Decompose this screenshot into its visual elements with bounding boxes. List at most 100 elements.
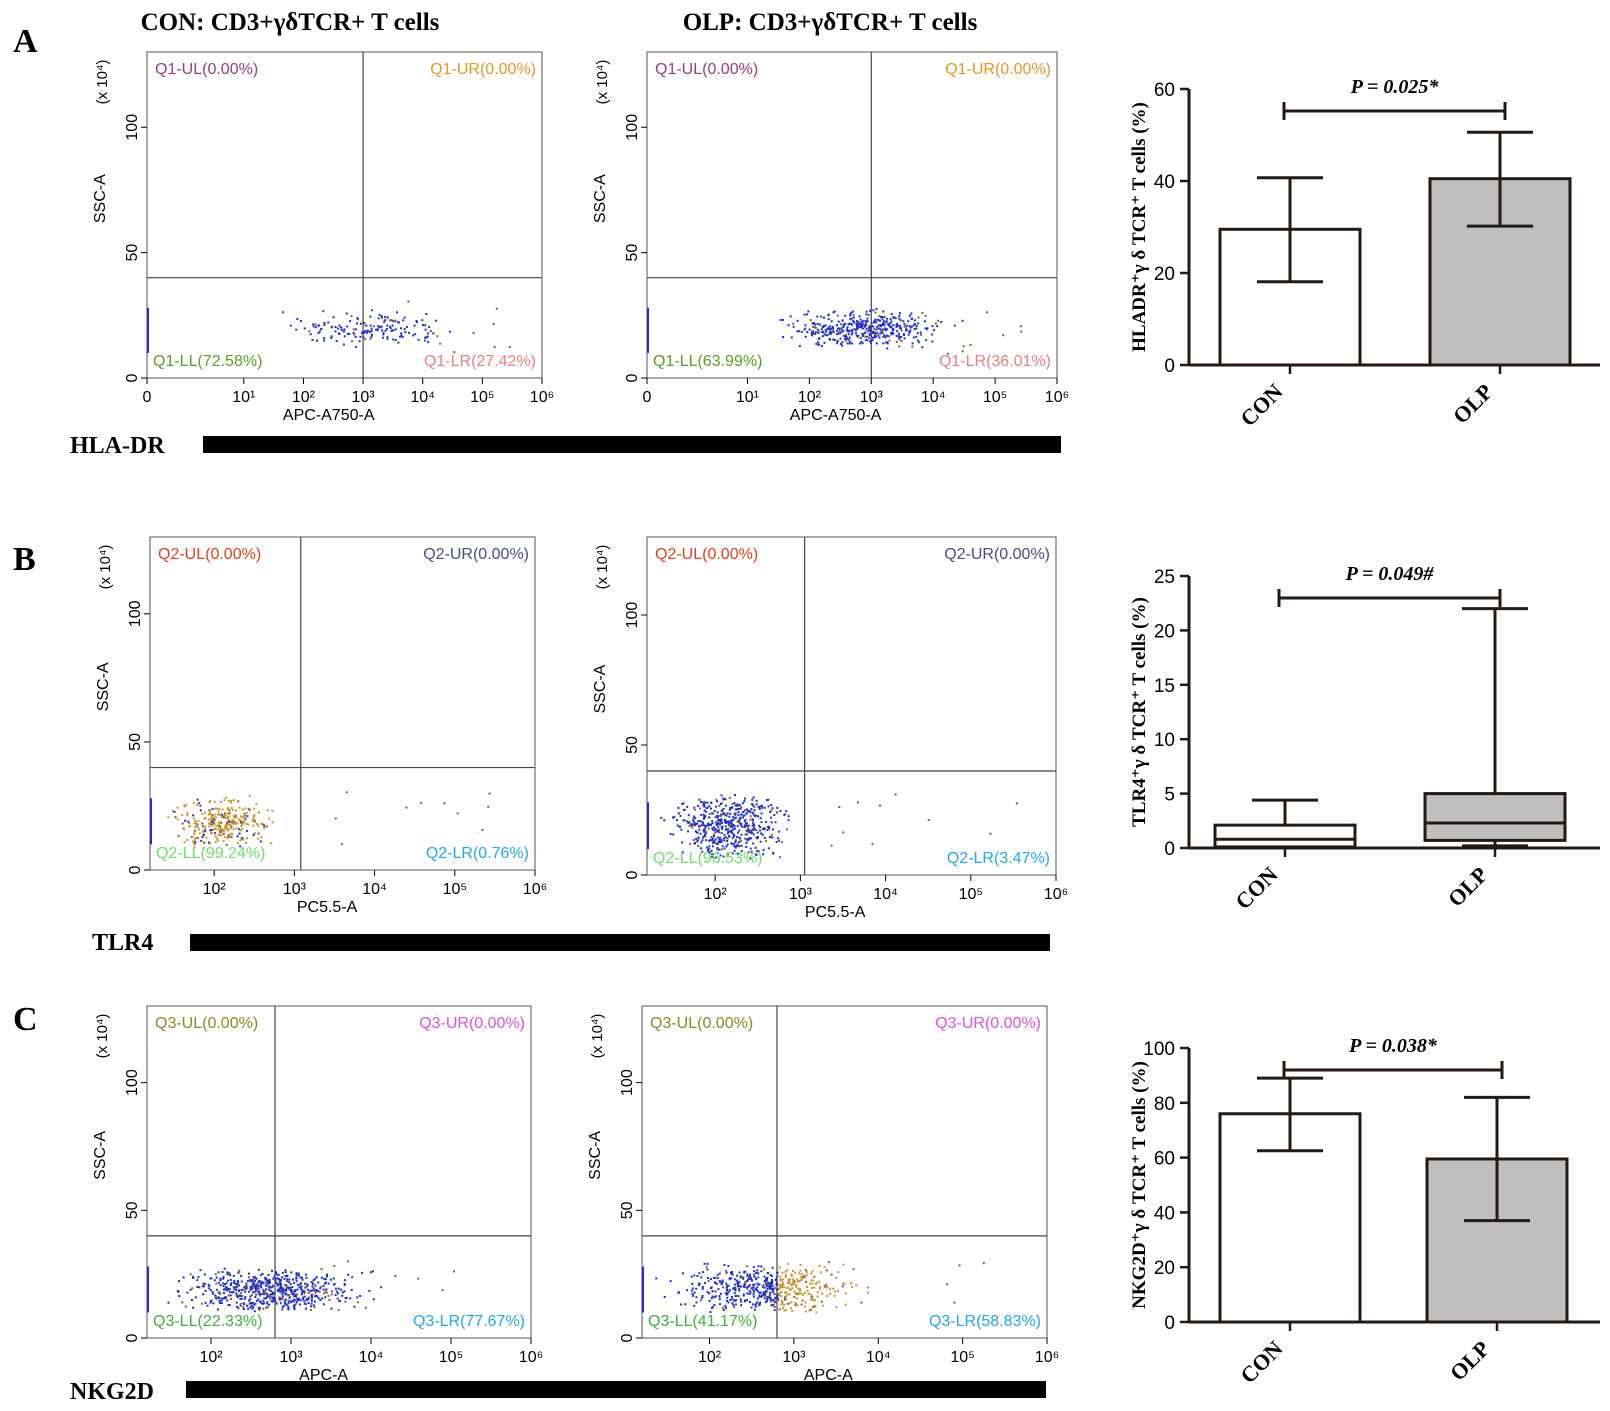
event-dot [311, 1285, 314, 1288]
event-dot [204, 1301, 207, 1304]
event-dot [823, 1266, 826, 1269]
event-dot [867, 1286, 869, 1289]
event-dot [727, 1290, 730, 1293]
event-dot [707, 851, 710, 853]
event-dot [756, 1297, 759, 1300]
event-dot [753, 1270, 756, 1273]
event-dot [890, 313, 893, 315]
event-dot [836, 342, 839, 345]
event-dot [205, 836, 208, 839]
event-dot [708, 1292, 711, 1295]
event-dot [322, 1285, 325, 1288]
event-dot [717, 1288, 720, 1291]
event-dot [836, 340, 839, 343]
event-dot [227, 812, 229, 815]
event-dot [663, 1296, 666, 1298]
event-dot [292, 1295, 295, 1298]
event-dot [729, 807, 732, 809]
event-dot [244, 817, 247, 820]
event-dot [692, 839, 695, 842]
event-dot [818, 330, 821, 333]
event-dot [759, 805, 762, 808]
event-dot [216, 837, 219, 840]
event-dot [208, 809, 211, 812]
event-dot [777, 837, 780, 840]
event-dot [226, 1279, 229, 1282]
event-dot [702, 822, 705, 825]
event-dot [219, 1302, 221, 1304]
event-dot [832, 329, 835, 332]
event-dot [716, 848, 719, 851]
event-dot [806, 313, 809, 316]
event-dot [252, 824, 255, 827]
event-dot [287, 1302, 290, 1305]
event-dot [192, 840, 195, 843]
event-dot [304, 1282, 307, 1285]
event-dot [243, 1303, 246, 1306]
flow-nkg2d-olp-x-tick-label: 10⁵ [950, 1349, 974, 1366]
event-dot [743, 824, 746, 827]
event-dot [681, 1272, 684, 1275]
event-dot [763, 1286, 766, 1289]
event-dot [278, 1283, 281, 1286]
event-dot [829, 330, 832, 333]
event-dot [403, 328, 406, 331]
event-dot [230, 1282, 233, 1285]
event-dot [221, 808, 224, 811]
flow-hla-dr-con-quadrant-lr-label: Q1-LR(27.42%) [424, 353, 536, 370]
event-dot [254, 1296, 257, 1298]
event-dot [721, 845, 724, 848]
event-dot [752, 1295, 755, 1298]
event-dot [750, 829, 752, 832]
event-dot [924, 314, 927, 317]
flow-hla-dr-olp-x-tick-label: 10¹ [736, 389, 759, 406]
event-dot [222, 1277, 225, 1280]
event-dot [357, 1301, 359, 1304]
event-dot [733, 824, 736, 827]
event-dot [906, 324, 909, 327]
event-dot [209, 831, 212, 834]
event-dot [725, 836, 727, 839]
event-dot [815, 1283, 818, 1286]
flow-nkg2d-con-y-axis-label: SSC-A [92, 1131, 109, 1180]
event-dot [218, 813, 221, 816]
event-dot [312, 1282, 315, 1285]
event-dot [193, 833, 196, 836]
event-dot [757, 815, 760, 818]
event-dot [721, 1282, 724, 1285]
event-dot [895, 334, 898, 337]
event-dot [716, 814, 719, 817]
event-dot [726, 837, 729, 840]
event-dot [424, 339, 426, 342]
event-dot [804, 324, 807, 327]
event-dot [760, 832, 763, 835]
event-dot [885, 341, 888, 344]
flow-nkg2d-con-quadrant-ul-label: Q3-UL(0.00%) [155, 1015, 258, 1032]
event-dot [309, 1309, 312, 1311]
flow-nkg2d-con-y-tick-label: 50 [124, 1201, 141, 1219]
event-dot [214, 841, 217, 844]
event-dot [811, 322, 814, 325]
event-dot [746, 1274, 749, 1277]
event-dot [453, 351, 456, 354]
event-dot [417, 338, 420, 341]
event-dot [702, 824, 705, 827]
event-dot [246, 815, 249, 818]
event-dot [812, 332, 815, 335]
event-dot [281, 1276, 283, 1279]
event-dot [758, 829, 761, 832]
event-dot [192, 814, 195, 817]
event-dot [293, 1307, 296, 1310]
event-dot [809, 1308, 812, 1311]
event-dot [785, 810, 788, 813]
event-dot [320, 1276, 323, 1279]
event-dot [283, 1277, 286, 1280]
event-dot [803, 313, 806, 316]
event-dot [424, 324, 427, 327]
event-dot [696, 831, 699, 834]
event-dot [879, 328, 882, 331]
event-dot [712, 841, 715, 844]
event-dot [697, 805, 699, 807]
event-dot [370, 329, 373, 332]
event-dot [810, 1279, 813, 1282]
